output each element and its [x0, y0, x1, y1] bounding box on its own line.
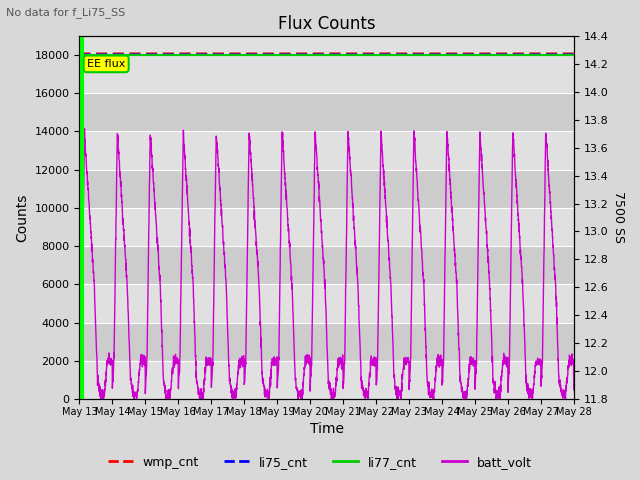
Text: EE flux: EE flux [87, 59, 125, 69]
Bar [79, 208, 573, 246]
X-axis label: Time: Time [310, 422, 344, 436]
Bar [79, 284, 573, 323]
Bar [79, 323, 573, 361]
Bar [79, 93, 573, 132]
Title: Flux Counts: Flux Counts [278, 15, 376, 33]
Y-axis label: 7500 SS: 7500 SS [612, 192, 625, 243]
Y-axis label: Counts: Counts [15, 193, 29, 241]
Text: No data for f_Li75_SS: No data for f_Li75_SS [6, 7, 125, 18]
Bar [79, 361, 573, 399]
Bar [79, 132, 573, 170]
Bar [79, 55, 573, 93]
Bar [79, 170, 573, 208]
Legend: wmp_cnt, li75_cnt, li77_cnt, batt_volt: wmp_cnt, li75_cnt, li77_cnt, batt_volt [103, 451, 537, 474]
Bar [79, 246, 573, 284]
